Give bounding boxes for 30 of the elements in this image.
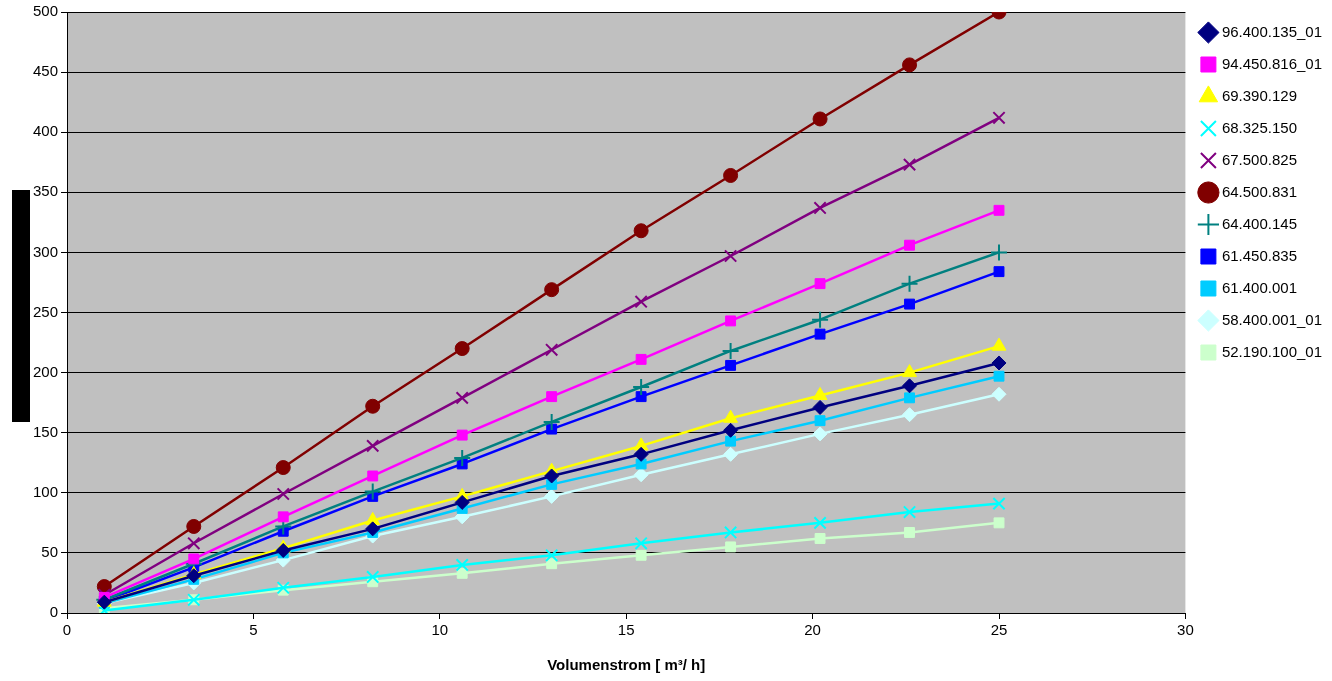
- y-tick-label: 450: [33, 62, 59, 80]
- y-tick-label: 250: [33, 302, 59, 320]
- y-tick-label: 50: [41, 543, 59, 561]
- y-tick-label: 350: [33, 182, 59, 200]
- legend-label: 94.450.816_01: [1221, 54, 1323, 72]
- x-axis-title: Volumenstrom [ m³/ h]: [547, 656, 706, 674]
- x-tick-label: 15: [617, 621, 635, 639]
- legend-label: 64.400.145: [1221, 214, 1297, 232]
- x-tick-label: 25: [990, 621, 1008, 639]
- legend-label: 58.400.001_01: [1221, 310, 1323, 328]
- legend-label: 64.500.831: [1221, 182, 1297, 200]
- x-tick-label: 5: [249, 621, 258, 639]
- x-tick-label: 0: [62, 621, 72, 639]
- legend-label: 67.500.825: [1221, 150, 1297, 168]
- x-tick-label: 10: [431, 621, 449, 639]
- legend-label: 52.190.100_01: [1221, 342, 1323, 360]
- y-tick-label: 150: [33, 422, 59, 440]
- y-tick-label: 100: [33, 482, 59, 500]
- x-tick-label: 20: [804, 621, 821, 639]
- legend-label: 68.325.150: [1221, 118, 1297, 136]
- y-tick-label: 300: [33, 242, 59, 260]
- legend-label: 61.400.001: [1221, 278, 1297, 296]
- y-tick-label: 400: [33, 122, 59, 140]
- y-tick-label: 200: [33, 362, 59, 380]
- y-tick-label: 0: [49, 603, 59, 621]
- x-tick-label: 30: [1177, 621, 1194, 639]
- legend-label: 69.390.129: [1221, 86, 1297, 104]
- legend-label: 96.400.135_01: [1221, 22, 1323, 40]
- y-tick-label: 500: [33, 2, 59, 20]
- legend-label: 61.450.835: [1221, 246, 1297, 264]
